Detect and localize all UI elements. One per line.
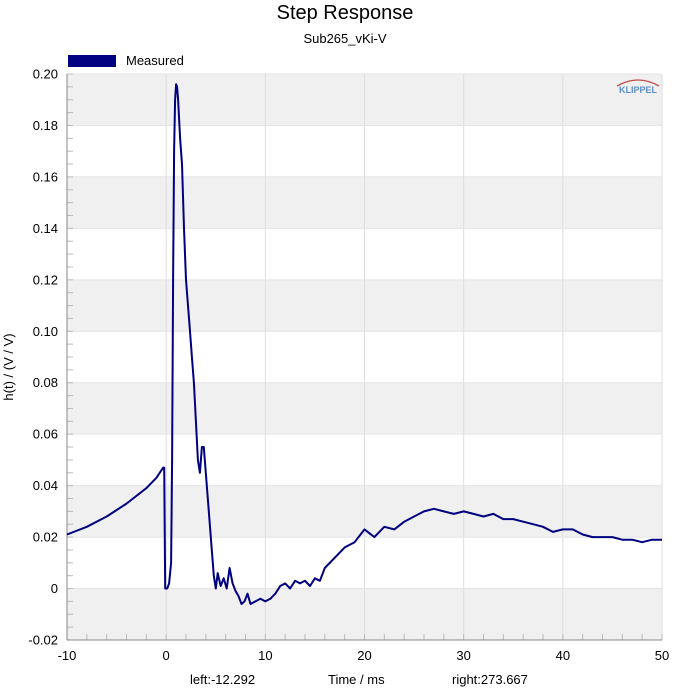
klippel-logo-arc xyxy=(616,79,660,87)
legend: Measured xyxy=(68,53,184,68)
klippel-logo: KLIPPEL xyxy=(619,85,658,95)
series-line-measured xyxy=(66,83,662,605)
x-tick-label: 50 xyxy=(655,648,669,663)
x-tick-label: 20 xyxy=(357,648,371,663)
chart-subtitle: Sub265_vKi-V xyxy=(303,31,387,46)
chart-title: Step Response xyxy=(276,2,414,24)
y-tick-label: 0.06 xyxy=(33,427,58,442)
y-tick-label: 0.20 xyxy=(33,67,58,82)
y-axis-title: h(t) / (V / V) xyxy=(1,333,16,400)
y-tick-label: 0.14 xyxy=(33,221,58,236)
x-tick-label: 40 xyxy=(556,648,570,663)
x-tick-label: 0 xyxy=(163,648,170,663)
y-tick-label: 0.16 xyxy=(33,169,58,184)
y-tick-label: 0.10 xyxy=(33,324,58,339)
x-axis-title: Time / ms xyxy=(328,672,385,687)
x-tick-label: 10 xyxy=(258,648,272,663)
y-tick-label: 0.08 xyxy=(33,375,58,390)
y-tick-label: 0.02 xyxy=(33,530,58,545)
y-tick-label: 0.12 xyxy=(33,272,58,287)
y-tick-label: -0.02 xyxy=(28,633,58,648)
right-cursor-label: right:273.667 xyxy=(452,672,528,687)
legend-label: Measured xyxy=(126,53,184,68)
legend-swatch xyxy=(68,54,116,67)
x-tick-label: -10 xyxy=(58,648,77,663)
left-cursor-label: left:-12.292 xyxy=(190,672,256,687)
y-tick-label: 0.18 xyxy=(33,118,58,133)
y-tick-label: 0 xyxy=(51,581,58,596)
x-tick-label: 30 xyxy=(456,648,470,663)
y-tick-label: 0.04 xyxy=(33,478,58,493)
